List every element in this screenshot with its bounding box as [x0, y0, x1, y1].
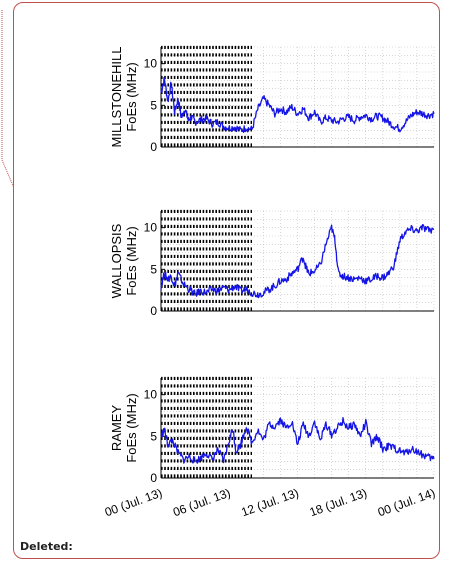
grid-lines	[160, 377, 435, 479]
grid-lines	[160, 210, 435, 312]
foes-series-line	[160, 223, 434, 299]
y-tick-label: 10	[144, 388, 158, 402]
grid-lines	[160, 46, 435, 148]
x-tick-label: 00 (Jul. 14)	[376, 486, 437, 520]
y-axis-quantity-label: FoEs (MHz)	[124, 393, 139, 462]
x-tick-label: 06 (Jul. 13)	[171, 486, 232, 520]
night-hatch-region	[161, 209, 252, 311]
foes-series-line	[160, 76, 435, 133]
deleted-annotation-label: Deleted:	[20, 540, 73, 553]
x-axis-tick-labels: 00 (Jul. 13) 06 (Jul. 13) 12 (Jul. 13) 18 (…	[103, 486, 437, 520]
panel-ramey: 0 5 10 RAMEY FoEs (MHz)	[109, 376, 435, 485]
foes-series-line	[160, 417, 435, 464]
night-hatch-region	[161, 376, 252, 478]
panel-wallopsis: 0 5 10 WALLOPSIS FoEs (MHz)	[109, 209, 435, 318]
y-axis-station-label: MILLSTONEHILL	[109, 47, 124, 148]
y-axis-station-label: WALLOPSIS	[109, 223, 124, 298]
y-tick-label: 0	[150, 471, 157, 485]
y-tick-label: 10	[144, 57, 158, 71]
x-tick-label: 18 (Jul. 13)	[308, 486, 369, 520]
y-tick-label: 5	[150, 98, 157, 112]
y-tick-label: 5	[150, 429, 157, 443]
y-tick-label: 5	[150, 262, 157, 276]
y-tick-label: 0	[150, 140, 157, 154]
y-tick-label: 10	[144, 221, 158, 235]
y-axis-quantity-label: FoEs (MHz)	[124, 226, 139, 295]
y-tick-label: 0	[150, 304, 157, 318]
y-axis-quantity-label: FoEs (MHz)	[124, 62, 139, 131]
y-axis-station-label: RAMEY	[109, 405, 124, 452]
panel-millstonehill: 0 5 10 MILLSTONEHILL FoEs (MHz)	[109, 45, 435, 154]
x-tick-label: 00 (Jul. 13)	[103, 486, 164, 520]
x-tick-label: 12 (Jul. 13)	[239, 486, 300, 520]
night-hatch-region	[161, 45, 252, 147]
